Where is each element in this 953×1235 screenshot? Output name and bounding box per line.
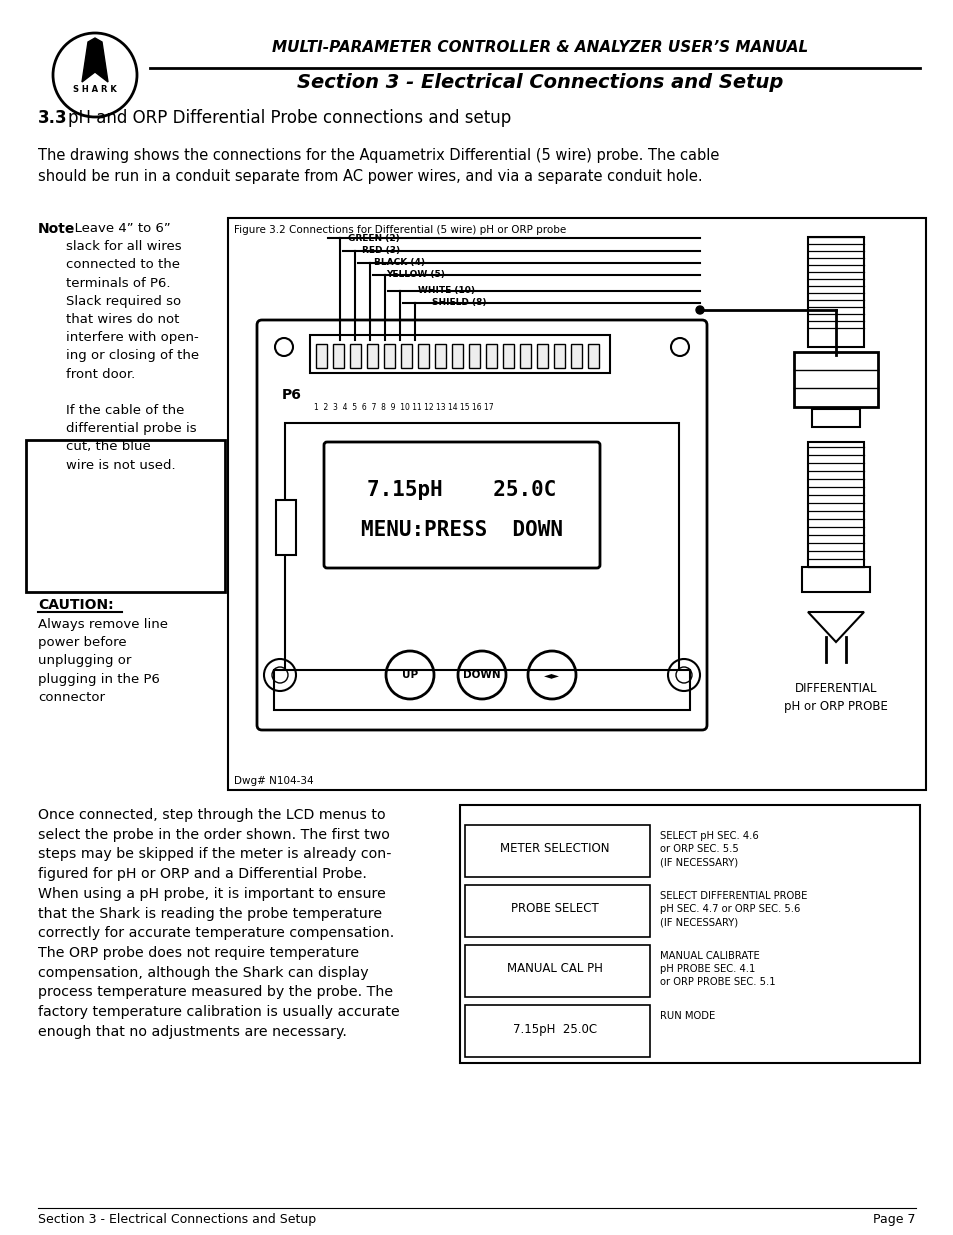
Text: MANUAL CALIBRATE
pH PROBE SEC. 4.1
or ORP PROBE SEC. 5.1: MANUAL CALIBRATE pH PROBE SEC. 4.1 or OR… <box>659 951 775 988</box>
Text: MULTI-PARAMETER CONTROLLER & ANALYZER USER’S MANUAL: MULTI-PARAMETER CONTROLLER & ANALYZER US… <box>272 41 807 56</box>
FancyBboxPatch shape <box>26 440 225 592</box>
Text: RUN MODE: RUN MODE <box>659 1011 715 1021</box>
Text: GREEN (2): GREEN (2) <box>348 233 399 242</box>
Bar <box>464 945 649 997</box>
Bar <box>315 345 327 368</box>
Text: S H A R K: S H A R K <box>73 85 117 95</box>
Text: : Leave 4” to 6”
slack for all wires
connected to the
terminals of P6.
Slack req: : Leave 4” to 6” slack for all wires con… <box>66 222 199 472</box>
FancyBboxPatch shape <box>324 442 599 568</box>
Bar <box>519 345 531 368</box>
Bar <box>537 345 547 368</box>
Text: PROBE SELECT: PROBE SELECT <box>511 903 598 915</box>
Bar <box>464 1005 649 1057</box>
Text: 3.3: 3.3 <box>38 109 68 127</box>
Text: CAUTION:: CAUTION: <box>38 598 113 613</box>
Text: DIFFERENTIAL: DIFFERENTIAL <box>794 682 877 695</box>
Text: METER SELECTION: METER SELECTION <box>499 842 609 856</box>
FancyBboxPatch shape <box>256 320 706 730</box>
Bar <box>367 345 377 368</box>
Text: YELLOW (5): YELLOW (5) <box>386 270 444 279</box>
Bar <box>807 237 863 347</box>
Text: SELECT DIFFERENTIAL PROBE
pH SEC. 4.7 or ORP SEC. 5.6
(IF NECESSARY): SELECT DIFFERENTIAL PROBE pH SEC. 4.7 or… <box>659 890 806 927</box>
Text: DOWN: DOWN <box>463 671 500 680</box>
Bar <box>464 825 649 877</box>
Text: P6: P6 <box>282 388 301 403</box>
Bar <box>554 345 564 368</box>
Text: MANUAL CAL PH: MANUAL CAL PH <box>507 962 602 976</box>
Text: pH or ORP PROBE: pH or ORP PROBE <box>783 700 887 713</box>
Text: pH and ORP Differential Probe connections and setup: pH and ORP Differential Probe connection… <box>68 109 511 127</box>
Text: Page 7: Page 7 <box>873 1214 915 1226</box>
Bar <box>417 345 429 368</box>
Bar <box>807 442 863 572</box>
Text: Once connected, step through the LCD menus to
select the probe in the order show: Once connected, step through the LCD men… <box>38 808 399 1039</box>
Text: SELECT pH SEC. 4.6
or ORP SEC. 5.5
(IF NECESSARY): SELECT pH SEC. 4.6 or ORP SEC. 5.5 (IF N… <box>659 831 758 867</box>
Polygon shape <box>807 613 863 642</box>
Bar <box>384 345 395 368</box>
Bar <box>469 345 479 368</box>
Bar <box>435 345 446 368</box>
Bar <box>350 345 360 368</box>
Text: Section 3 - Electrical Connections and Setup: Section 3 - Electrical Connections and S… <box>296 73 782 91</box>
Bar <box>801 567 869 592</box>
Text: 7.15pH  25.0C: 7.15pH 25.0C <box>513 1023 597 1035</box>
Bar <box>310 335 609 373</box>
Bar <box>459 805 919 1063</box>
Bar <box>452 345 462 368</box>
Text: Figure 3.2 Connections for Differential (5 wire) pH or ORP probe: Figure 3.2 Connections for Differential … <box>233 225 566 235</box>
Text: RED (3): RED (3) <box>361 247 399 256</box>
Bar <box>811 409 859 427</box>
Text: BLACK (4): BLACK (4) <box>374 258 424 268</box>
FancyBboxPatch shape <box>285 424 679 677</box>
Bar <box>274 671 689 710</box>
Text: ◄►: ◄► <box>543 671 559 680</box>
Bar <box>275 500 295 555</box>
Text: Section 3 - Electrical Connections and Setup: Section 3 - Electrical Connections and S… <box>38 1214 315 1226</box>
Bar <box>587 345 598 368</box>
Text: The drawing shows the connections for the Aquametrix Differential (5 wire) probe: The drawing shows the connections for th… <box>38 148 719 184</box>
Text: 1  2  3  4  5  6  7  8  9  10 11 12 13 14 15 16 17: 1 2 3 4 5 6 7 8 9 10 11 12 13 14 15 16 1… <box>314 403 493 411</box>
Bar <box>571 345 581 368</box>
Text: UP: UP <box>401 671 417 680</box>
Bar <box>485 345 497 368</box>
Text: 7.15pH    25.0C: 7.15pH 25.0C <box>367 480 557 500</box>
Text: Dwg# N104-34: Dwg# N104-34 <box>233 776 314 785</box>
Text: WHITE (10): WHITE (10) <box>417 287 475 295</box>
Bar <box>333 345 344 368</box>
Bar <box>464 885 649 937</box>
Circle shape <box>696 306 703 314</box>
Text: MENU:PRESS  DOWN: MENU:PRESS DOWN <box>360 520 562 540</box>
Polygon shape <box>82 38 108 82</box>
Bar <box>502 345 514 368</box>
Bar <box>793 352 877 408</box>
Text: Always remove line
power before
unplugging or
plugging in the P6
connector: Always remove line power before unpluggi… <box>38 618 168 704</box>
Bar <box>400 345 412 368</box>
Text: SHIELD (8): SHIELD (8) <box>432 299 486 308</box>
Bar <box>228 219 925 790</box>
Text: Note: Note <box>38 222 75 236</box>
